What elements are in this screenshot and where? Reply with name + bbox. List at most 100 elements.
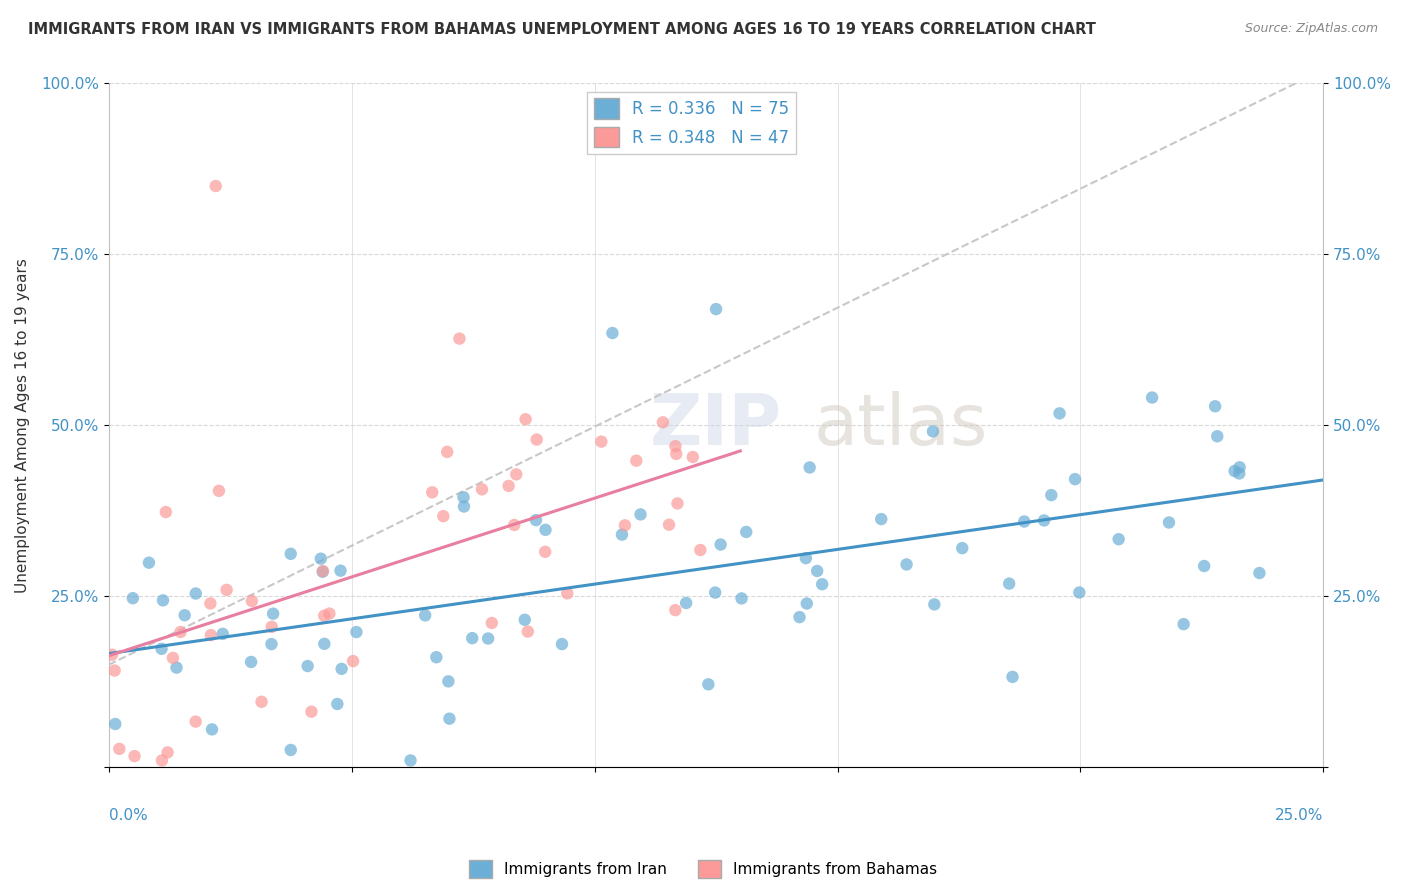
Point — [104, 664, 127, 678]
Point — [870, 512, 893, 526]
Point — [1033, 513, 1056, 527]
Point — [610, 527, 633, 541]
Point — [1192, 559, 1215, 574]
Point — [1157, 516, 1180, 530]
Point — [551, 637, 574, 651]
Point — [124, 749, 146, 764]
Point — [432, 509, 454, 524]
Point — [682, 450, 704, 464]
Point — [280, 547, 302, 561]
Point — [630, 508, 652, 522]
Point — [1229, 460, 1251, 475]
Point — [208, 483, 231, 498]
Point — [437, 674, 460, 689]
Point — [924, 598, 946, 612]
Point — [613, 518, 636, 533]
Point — [1204, 399, 1226, 413]
Point — [799, 460, 821, 475]
Point — [150, 754, 173, 768]
Point — [1069, 585, 1091, 599]
Point — [449, 332, 471, 346]
Text: ZIP: ZIP — [650, 391, 782, 460]
Point — [413, 608, 436, 623]
Point — [314, 637, 336, 651]
Text: 25.0%: 25.0% — [1275, 808, 1323, 823]
Text: Source: ZipAtlas.com: Source: ZipAtlas.com — [1244, 22, 1378, 36]
Point — [101, 648, 124, 662]
Point — [526, 433, 548, 447]
Point — [896, 558, 918, 572]
Point — [399, 754, 422, 768]
Point — [794, 551, 817, 566]
Point — [200, 628, 222, 642]
Point — [664, 603, 686, 617]
Point — [461, 631, 484, 645]
Point — [811, 577, 834, 591]
Point — [513, 613, 536, 627]
Point — [1012, 515, 1035, 529]
Point — [675, 596, 697, 610]
Point — [1064, 472, 1087, 486]
Point — [326, 697, 349, 711]
Point — [735, 524, 758, 539]
Point — [477, 632, 499, 646]
Point — [998, 576, 1021, 591]
Point — [344, 625, 367, 640]
Point — [730, 591, 752, 606]
Point — [697, 677, 720, 691]
Point — [710, 537, 733, 551]
Point — [1040, 488, 1063, 502]
Point — [796, 597, 818, 611]
Legend: Immigrants from Iran, Immigrants from Bahamas: Immigrants from Iran, Immigrants from Ba… — [463, 854, 943, 884]
Point — [260, 637, 283, 651]
Point — [704, 585, 727, 599]
Point — [312, 564, 335, 578]
Point — [155, 505, 177, 519]
Point — [666, 496, 689, 510]
Point — [240, 655, 263, 669]
Legend: R = 0.336   N = 75, R = 0.348   N = 47: R = 0.336 N = 75, R = 0.348 N = 47 — [588, 92, 796, 154]
Point — [498, 479, 520, 493]
Point — [201, 723, 224, 737]
Point — [299, 705, 322, 719]
Point — [806, 564, 828, 578]
Point — [329, 564, 352, 578]
Point — [591, 434, 613, 449]
Text: 0.0%: 0.0% — [108, 808, 148, 823]
Point — [1249, 566, 1271, 580]
Point — [211, 627, 233, 641]
Point — [262, 607, 284, 621]
Point — [250, 695, 273, 709]
Point — [471, 483, 494, 497]
Point — [534, 523, 557, 537]
Point — [658, 517, 681, 532]
Point — [1049, 406, 1071, 420]
Point — [169, 625, 191, 640]
Point — [602, 326, 624, 340]
Point — [704, 302, 727, 317]
Point — [505, 467, 527, 482]
Point — [215, 582, 238, 597]
Point — [152, 593, 174, 607]
Text: IMMIGRANTS FROM IRAN VS IMMIGRANTS FROM BAHAMAS UNEMPLOYMENT AMONG AGES 16 TO 19: IMMIGRANTS FROM IRAN VS IMMIGRANTS FROM … — [28, 22, 1097, 37]
Point — [184, 586, 207, 600]
Point — [104, 717, 127, 731]
Point — [121, 591, 143, 606]
Point — [420, 485, 443, 500]
Point — [1001, 670, 1024, 684]
Point — [555, 586, 578, 600]
Point — [453, 490, 475, 504]
Point — [664, 439, 686, 453]
Point — [425, 650, 447, 665]
Point — [108, 742, 131, 756]
Point — [342, 654, 364, 668]
Point — [651, 415, 673, 429]
Point — [204, 179, 226, 194]
Point — [515, 412, 537, 426]
Point — [922, 425, 945, 439]
Point — [330, 662, 353, 676]
Point — [297, 659, 319, 673]
Point — [534, 545, 557, 559]
Y-axis label: Unemployment Among Ages 16 to 19 years: Unemployment Among Ages 16 to 19 years — [15, 258, 30, 593]
Point — [689, 543, 711, 558]
